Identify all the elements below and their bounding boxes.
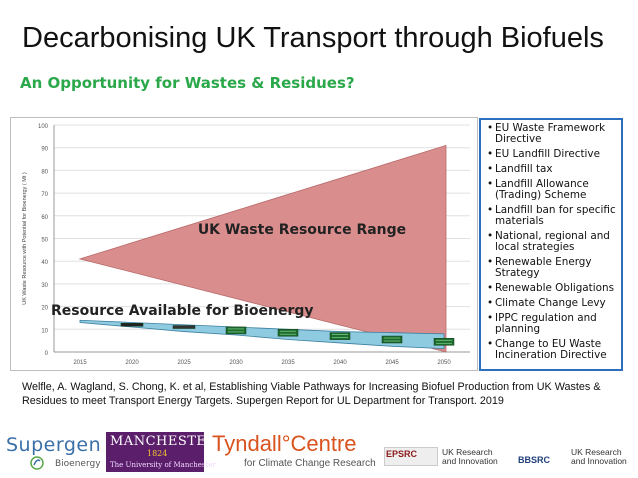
- resource-marker: [277, 328, 299, 337]
- supergen-leaf-icon: [30, 456, 44, 470]
- waste-resource-chart: 0 10 20 30 40 50 60 70 80 90 100 2015 2020 2025 2030 20…: [10, 117, 478, 371]
- x-tick-label: 2030: [229, 360, 243, 366]
- resource-marker: [381, 335, 403, 344]
- slide-subtitle: An Opportunity for Wastes & Residues?: [20, 74, 355, 92]
- resource-marker: [433, 338, 455, 346]
- y-tick-label: 70: [41, 192, 48, 198]
- resource-marker: [329, 332, 351, 340]
- policy-item: Landfill Allowance (Trading) Scheme: [487, 179, 617, 201]
- policy-item: Renewable Energy Strategy: [487, 257, 617, 279]
- bbsrc-logo: BBSRC: [518, 455, 551, 465]
- policy-item: EU Waste Framework Directive: [487, 123, 617, 145]
- resource-marker: [172, 325, 196, 329]
- policy-item: Change to EU Waste Incineration Directiv…: [487, 339, 617, 361]
- policy-item: Landfill ban for specific materials: [487, 205, 617, 227]
- policy-item: Climate Change Levy: [487, 298, 617, 310]
- logo-strip: Supergen Bioenergy MANCHESTER 1824 The U…: [0, 428, 638, 478]
- tyndall-sub-label: for Climate Change Research: [244, 458, 376, 469]
- policy-item: IPPC regulation and planning: [487, 313, 617, 335]
- supergen-sub-label: Bioenergy: [55, 459, 101, 469]
- policy-item: Landfill tax: [487, 164, 617, 176]
- x-tick-label: 2040: [333, 360, 347, 366]
- x-tick-label: 2050: [437, 360, 451, 366]
- supergen-logo: Supergen: [6, 434, 102, 456]
- x-tick-label: 2025: [177, 360, 191, 366]
- y-tick-label: 30: [41, 283, 48, 289]
- policy-item: Renewable Obligations: [487, 283, 617, 295]
- y-tick-label: 40: [41, 260, 48, 266]
- manchester-logo-box: [106, 432, 204, 472]
- y-tick-label: 90: [41, 147, 48, 153]
- policy-item: EU Landfill Directive: [487, 149, 617, 161]
- y-axis-title: UK Waste Resource with Potential for Bio…: [22, 172, 28, 305]
- x-tick-label: 2015: [73, 360, 87, 366]
- y-tick-label: 100: [38, 124, 49, 130]
- epsrc-logo: EPSRC: [386, 449, 418, 459]
- y-tick-label: 80: [41, 169, 48, 175]
- bioenergy-band-area: [79, 319, 445, 350]
- bioenergy-band-label: Resource Available for Bioenergy: [51, 303, 314, 319]
- x-tick-label: 2045: [385, 360, 399, 366]
- ukri-label-2: UK Research and Innovation: [571, 447, 627, 466]
- slide-title: Decarbonising UK Transport through Biofu…: [22, 22, 604, 54]
- policy-item: National, regional and local strategies: [487, 231, 617, 253]
- waste-range-area: [78, 144, 447, 353]
- policy-list: EU Waste Framework Directive EU Landfill …: [487, 123, 617, 361]
- y-tick-label: 10: [41, 328, 48, 334]
- x-tick-label: 2035: [281, 360, 295, 366]
- resource-marker: [225, 326, 247, 335]
- policy-list-box: EU Waste Framework Directive EU Landfill …: [479, 118, 623, 371]
- tyndall-logo: Tyndall°Centre: [212, 431, 357, 456]
- y-tick-label: 60: [41, 215, 48, 221]
- manchester-university-label: The University of Manchester: [110, 461, 216, 469]
- y-tick-label: 20: [41, 306, 48, 312]
- manchester-logo: MANCHESTER: [110, 434, 217, 449]
- x-tick-label: 2020: [125, 360, 139, 366]
- y-tick-label: 50: [41, 238, 48, 244]
- ukri-label-1: UK Research and Innovation: [442, 447, 498, 466]
- epsrc-logo-box: [384, 447, 438, 466]
- y-tick-label: 0: [45, 351, 49, 357]
- manchester-year: 1824: [147, 449, 168, 458]
- waste-range-label: UK Waste Resource Range: [198, 222, 406, 238]
- citation-text: Welfle, A. Wagland, S. Chong, K. et al, …: [22, 381, 601, 407]
- resource-marker: [120, 323, 144, 327]
